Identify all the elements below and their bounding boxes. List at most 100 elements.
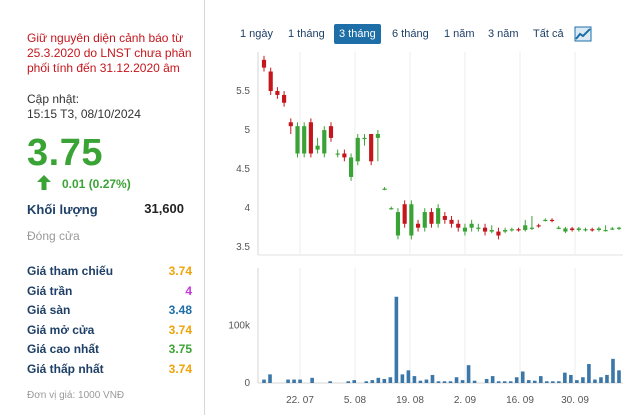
price-stats-list: Giá tham chiếu 3.74 Giá trần 4 Giá sàn 3… — [27, 262, 192, 379]
price-change: 0.01 (0.27%) — [62, 177, 131, 191]
price-tick-label: 5 — [244, 125, 250, 136]
volume-bar — [268, 374, 272, 383]
price-row-reference: Giá tham chiếu 3.74 — [27, 262, 192, 282]
price-row-low: Giá thấp nhất 3.74 — [27, 360, 192, 380]
candle-body — [543, 219, 548, 222]
candle-body — [308, 122, 313, 154]
volume-bar — [382, 378, 387, 383]
candle-body — [469, 223, 474, 228]
volume-bar — [551, 381, 555, 383]
candle — [503, 227, 508, 234]
candle — [476, 223, 481, 232]
volume-bar-series — [262, 296, 621, 383]
tab-1-year[interactable]: 1 năm — [444, 28, 475, 40]
tab-1-day[interactable]: 1 ngày — [240, 28, 274, 40]
candle-body — [389, 208, 394, 210]
candle — [456, 219, 461, 232]
candle — [482, 223, 488, 236]
volume-bar — [298, 379, 302, 383]
candle — [536, 223, 541, 228]
price-row-ceiling: Giá trần 4 — [27, 282, 192, 302]
volume-bar — [388, 377, 393, 383]
candle — [462, 223, 468, 236]
candle — [563, 226, 568, 234]
candle-body — [395, 212, 401, 236]
candle-body — [362, 137, 367, 140]
volume-bar — [581, 377, 585, 383]
candle — [362, 133, 367, 146]
candle-body — [482, 227, 488, 232]
line-chart-icon[interactable] — [574, 26, 592, 42]
date-tick-label: 30. 09 — [561, 395, 589, 406]
volume-bar — [448, 381, 453, 383]
date-tick-label: 5. 08 — [344, 395, 367, 406]
candle — [610, 226, 615, 231]
candle — [409, 200, 414, 240]
candle-body — [563, 228, 568, 232]
candle — [295, 122, 300, 158]
candle — [288, 118, 293, 134]
arrow-up-icon — [37, 175, 51, 190]
volume-bar — [593, 379, 597, 383]
volume-bar — [442, 381, 447, 383]
candle — [261, 55, 267, 72]
candle-body — [355, 137, 360, 162]
candle-body — [348, 157, 354, 177]
price-row-high: Giá cao nhất 3.75 — [27, 340, 192, 360]
volume-bar — [514, 377, 519, 383]
candle-body — [342, 153, 347, 158]
price-row-value: 3.74 — [168, 264, 192, 278]
tab-all[interactable]: Tất cả — [533, 28, 564, 40]
candle — [395, 208, 401, 240]
volume-bar — [617, 370, 621, 383]
candle-body — [509, 229, 514, 231]
tab-6-months[interactable]: 6 tháng — [392, 28, 429, 40]
volume-bar — [310, 377, 314, 383]
volume-bar — [544, 381, 549, 383]
price-tick-label: 5.5 — [236, 86, 250, 97]
candle — [308, 118, 313, 158]
candle-body — [503, 230, 508, 232]
date-tick-label: 16. 09 — [506, 395, 534, 406]
volume-bar — [292, 379, 296, 383]
candle — [335, 149, 340, 158]
price-row-label: Giá mở cửa — [27, 322, 95, 337]
candle — [422, 208, 427, 232]
candle-body — [382, 188, 387, 190]
candle-body — [556, 227, 561, 229]
candle-body — [610, 228, 615, 230]
volume-bar — [502, 381, 507, 383]
candle — [348, 153, 354, 181]
volume-bar — [520, 371, 525, 383]
candle — [268, 67, 273, 95]
volume-bar — [605, 374, 609, 383]
volume-bar — [376, 377, 381, 383]
volume-tick-label: 100k — [228, 321, 251, 332]
candle-body — [295, 126, 300, 154]
tab-1-month[interactable]: 1 tháng — [288, 28, 325, 40]
volume-bar — [394, 296, 399, 383]
candle — [496, 227, 501, 240]
candle-body — [616, 227, 622, 229]
date-x-axis: 22. 07 5. 08 19. 08 2. 09 16. 09 30. 09 — [286, 395, 589, 406]
volume-value: 31,600 — [144, 201, 184, 216]
candle-body — [549, 219, 555, 222]
volume-tick-label: 0 — [244, 378, 250, 389]
candle — [516, 227, 521, 232]
tab-3-months[interactable]: 3 tháng — [334, 24, 381, 44]
candle — [328, 122, 334, 142]
candle — [375, 130, 380, 162]
volume-bar — [352, 380, 357, 383]
volume-bar — [262, 379, 266, 383]
candle-body — [489, 230, 494, 232]
candle-body — [369, 133, 374, 162]
candle — [556, 226, 561, 230]
stock-info-panel: Giữ nguyên diện cảnh báo từ 25.3.2020 do… — [0, 0, 205, 415]
price-row-label: Giá sàn — [27, 303, 71, 317]
candle — [590, 227, 595, 232]
tab-3-years[interactable]: 3 năm — [488, 28, 519, 40]
candle — [302, 122, 307, 158]
volume-bar — [472, 380, 477, 383]
volume-grid — [257, 268, 623, 384]
candle — [315, 137, 320, 154]
